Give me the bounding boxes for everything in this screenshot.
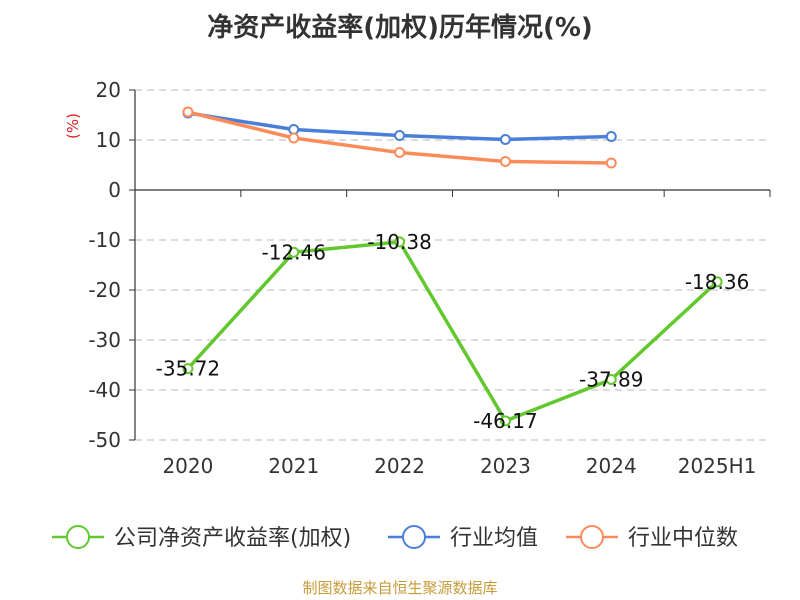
data-point	[499, 415, 511, 427]
y-tick-label: -30	[88, 328, 121, 352]
x-tick-label: 2021	[268, 454, 319, 478]
y-tick-label: -40	[88, 378, 121, 402]
data-point	[394, 236, 406, 248]
data-label: -35.72	[156, 357, 220, 381]
x-tick-label: 2023	[480, 454, 531, 478]
x-tick-label: 2024	[586, 454, 637, 478]
data-labels: -35.72 -12.46 -10.38 -46.17 -37.89 -18.36	[156, 230, 750, 433]
data-label: -10.38	[367, 230, 431, 254]
data-point	[711, 276, 723, 288]
x-tick-label: 2025H1	[678, 454, 757, 478]
legend-marker	[580, 525, 604, 549]
series-line	[186, 240, 719, 423]
legend-item: 行业中位数	[566, 525, 738, 551]
series-lines	[182, 106, 723, 427]
data-point	[605, 373, 617, 385]
data-point	[605, 131, 617, 142]
legend-label: 行业中位数	[628, 526, 738, 551]
y-tick-label: 20	[96, 78, 121, 102]
data-point	[499, 156, 511, 167]
data-point	[182, 363, 194, 375]
data-point	[288, 246, 300, 258]
legend-item: 行业均值	[388, 525, 538, 551]
data-point	[499, 134, 511, 145]
x-tick-label: 2020	[162, 454, 213, 478]
source-note: 制图数据来自恒生聚源数据库	[302, 579, 497, 597]
y-tick-label: -50	[88, 428, 121, 452]
data-label: -46.17	[473, 409, 537, 433]
data-point	[394, 147, 406, 158]
gridlines	[135, 89, 770, 441]
legend: 公司净资产收益率(加权) 行业均值 行业中位数	[52, 525, 738, 551]
y-tick-label: 10	[96, 128, 121, 152]
legend-marker	[402, 525, 426, 549]
legend-item: 公司净资产收益率(加权)	[52, 525, 351, 551]
legend-label: 行业均值	[450, 526, 538, 551]
data-label: -12.46	[262, 240, 326, 264]
data-point	[288, 132, 300, 144]
chart-title: 净资产收益率(加权)历年情况(%)	[207, 12, 593, 43]
x-tick-label: 2022	[374, 454, 425, 478]
legend-marker	[66, 525, 90, 549]
legend-label: 公司净资产收益率(加权)	[114, 526, 351, 551]
data-point	[394, 130, 406, 141]
data-point	[605, 157, 617, 169]
y-axis-unit: (%)	[64, 113, 82, 139]
data-point	[182, 106, 194, 118]
y-tick-label: -20	[88, 278, 121, 302]
y-tick-label: 0	[108, 178, 121, 202]
axes: 20 10 0 -10 -20 -30 -40 -50 2020 2021 2022 2023 2024…	[88, 78, 771, 478]
data-label: -37.89	[579, 367, 643, 391]
data-label: -18.36	[685, 270, 749, 294]
y-tick-label: -10	[88, 228, 121, 252]
